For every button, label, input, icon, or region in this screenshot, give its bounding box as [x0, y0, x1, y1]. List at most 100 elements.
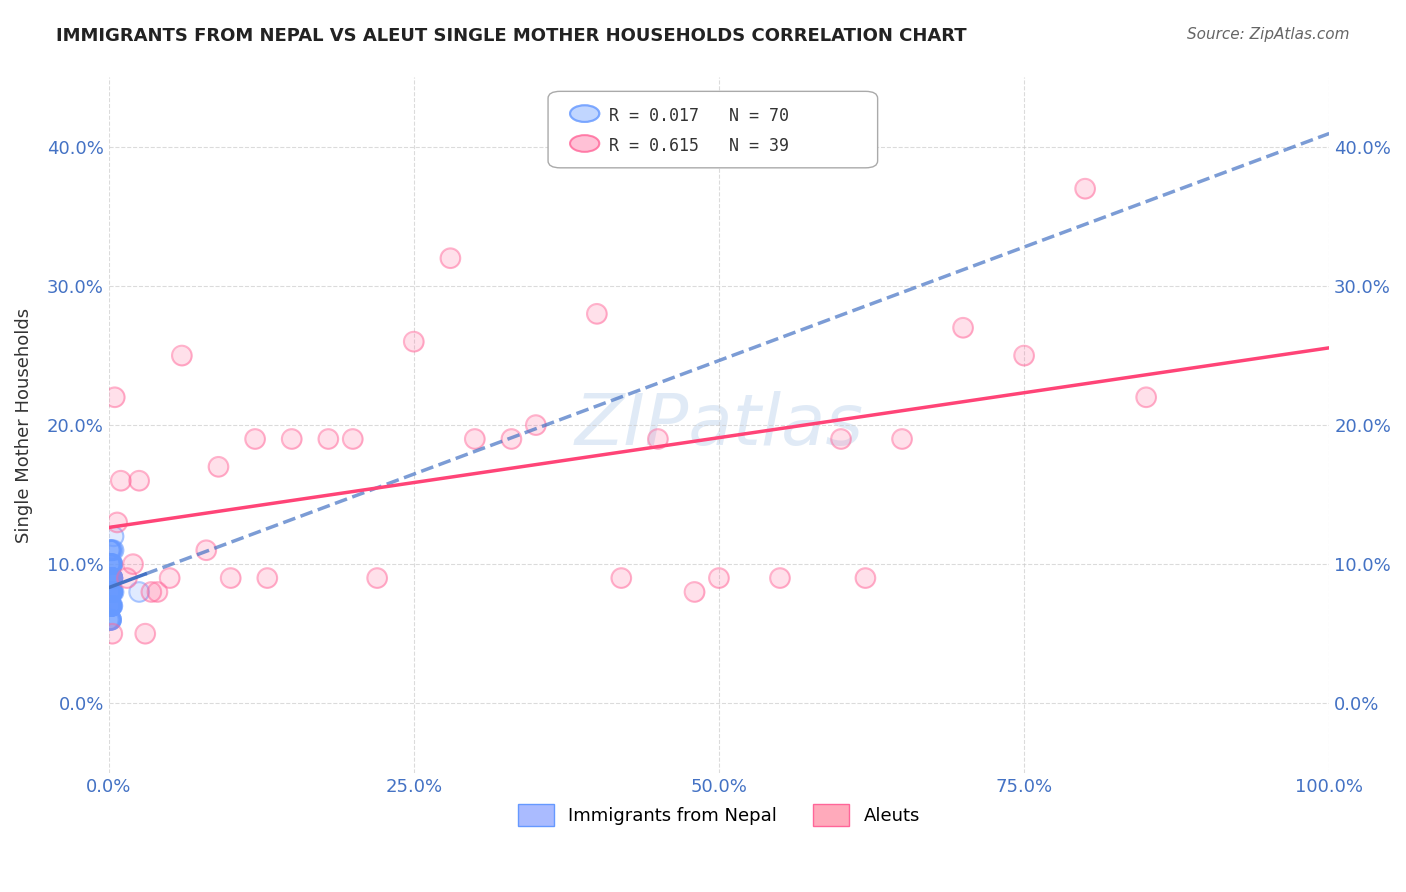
- Point: [101, 557, 124, 571]
- Point: [101, 571, 124, 585]
- Point: [98, 543, 121, 558]
- Text: Source: ZipAtlas.com: Source: ZipAtlas.com: [1187, 27, 1350, 42]
- Point: [98, 599, 121, 613]
- Point: [830, 432, 852, 446]
- Point: [100, 585, 122, 599]
- Point: [101, 543, 124, 558]
- Point: [101, 571, 124, 585]
- Point: [98, 557, 121, 571]
- Point: [128, 585, 150, 599]
- Point: [100, 543, 122, 558]
- Point: [195, 543, 218, 558]
- Point: [683, 585, 706, 599]
- Point: [100, 585, 122, 599]
- Point: [342, 432, 364, 446]
- Point: [98, 571, 121, 585]
- Point: [104, 390, 127, 404]
- Point: [101, 599, 124, 613]
- Point: [256, 571, 278, 585]
- Point: [101, 585, 124, 599]
- Point: [98, 557, 121, 571]
- Point: [100, 585, 122, 599]
- Point: [103, 585, 125, 599]
- Point: [122, 557, 145, 571]
- Point: [98, 585, 121, 599]
- Point: [103, 529, 125, 543]
- Point: [101, 585, 124, 599]
- Point: [1012, 349, 1035, 363]
- Point: [524, 418, 547, 433]
- Point: [101, 585, 124, 599]
- Point: [170, 349, 193, 363]
- Point: [98, 557, 121, 571]
- Point: [100, 585, 122, 599]
- Point: [101, 543, 124, 558]
- Point: [115, 571, 138, 585]
- Point: [98, 599, 121, 613]
- Point: [100, 599, 122, 613]
- Point: [98, 599, 121, 613]
- Point: [98, 571, 121, 585]
- Point: [101, 571, 124, 585]
- Point: [100, 585, 122, 599]
- Point: [98, 599, 121, 613]
- Point: [243, 432, 266, 446]
- Point: [1074, 182, 1097, 196]
- Point: [101, 599, 124, 613]
- Point: [524, 418, 547, 433]
- Point: [101, 571, 124, 585]
- Point: [952, 320, 974, 334]
- Point: [647, 432, 669, 446]
- Point: [98, 613, 121, 627]
- Point: [101, 585, 124, 599]
- Point: [100, 599, 122, 613]
- Point: [101, 571, 124, 585]
- Point: [769, 571, 792, 585]
- Point: [98, 599, 121, 613]
- Point: [101, 557, 124, 571]
- Point: [146, 585, 169, 599]
- Point: [586, 307, 609, 321]
- Point: [98, 585, 121, 599]
- Point: [98, 599, 121, 613]
- Point: [98, 585, 121, 599]
- Point: [610, 571, 633, 585]
- Point: [101, 571, 124, 585]
- Point: [100, 571, 122, 585]
- Point: [98, 543, 121, 558]
- Point: [100, 613, 122, 627]
- Point: [146, 585, 169, 599]
- Point: [318, 432, 340, 446]
- Point: [366, 571, 388, 585]
- Point: [159, 571, 181, 585]
- FancyBboxPatch shape: [548, 91, 877, 168]
- Point: [207, 459, 229, 474]
- Point: [98, 557, 121, 571]
- Point: [141, 585, 163, 599]
- Point: [195, 543, 218, 558]
- Point: [100, 599, 122, 613]
- Point: [122, 557, 145, 571]
- Point: [101, 585, 124, 599]
- Point: [100, 585, 122, 599]
- Point: [100, 599, 122, 613]
- Point: [100, 571, 122, 585]
- Point: [501, 432, 523, 446]
- Circle shape: [569, 136, 599, 152]
- Point: [100, 613, 122, 627]
- Point: [128, 585, 150, 599]
- Point: [586, 307, 609, 321]
- Point: [98, 585, 121, 599]
- Point: [366, 571, 388, 585]
- Point: [280, 432, 302, 446]
- Point: [707, 571, 730, 585]
- Point: [647, 432, 669, 446]
- Point: [103, 529, 125, 543]
- Point: [830, 432, 852, 446]
- Point: [100, 571, 122, 585]
- Point: [256, 571, 278, 585]
- Point: [98, 543, 121, 558]
- Point: [100, 585, 122, 599]
- Point: [439, 251, 461, 265]
- Point: [98, 585, 121, 599]
